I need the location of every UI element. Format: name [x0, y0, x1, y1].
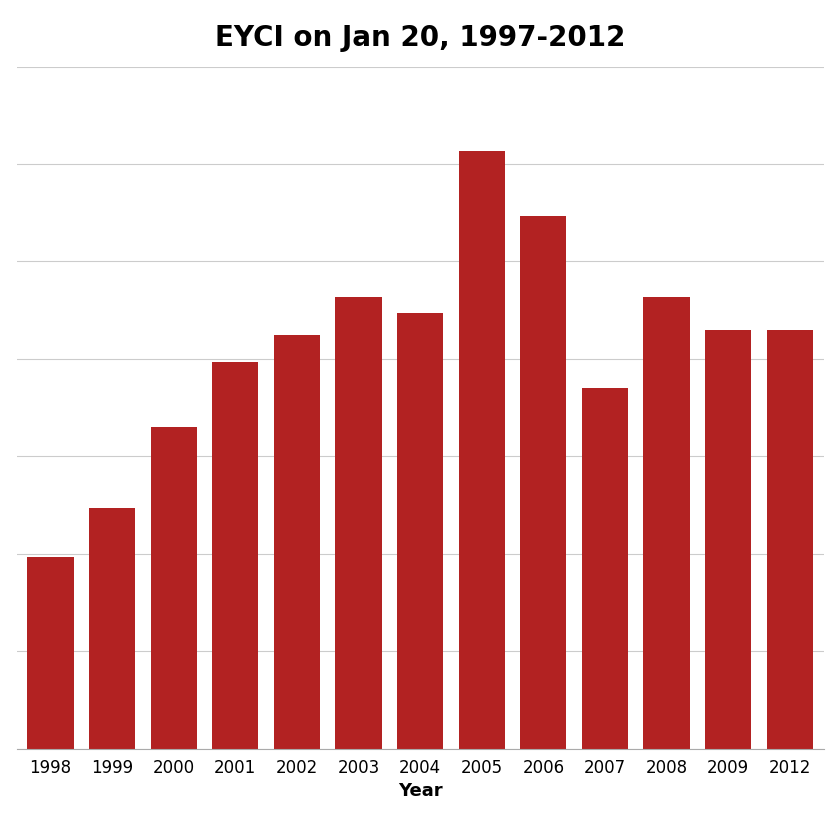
Bar — [151, 427, 197, 749]
Bar — [89, 508, 136, 749]
Bar — [643, 297, 690, 749]
Bar — [705, 329, 751, 749]
Bar — [520, 216, 567, 749]
Bar — [458, 151, 505, 749]
Bar — [212, 362, 259, 749]
Bar — [397, 314, 443, 749]
X-axis label: Year: Year — [398, 782, 443, 800]
Bar — [582, 389, 628, 749]
Bar — [335, 297, 382, 749]
Bar — [27, 557, 73, 749]
Title: EYCI on Jan 20, 1997-2012: EYCI on Jan 20, 1997-2012 — [215, 24, 626, 52]
Bar — [274, 334, 320, 749]
Bar — [767, 329, 813, 749]
